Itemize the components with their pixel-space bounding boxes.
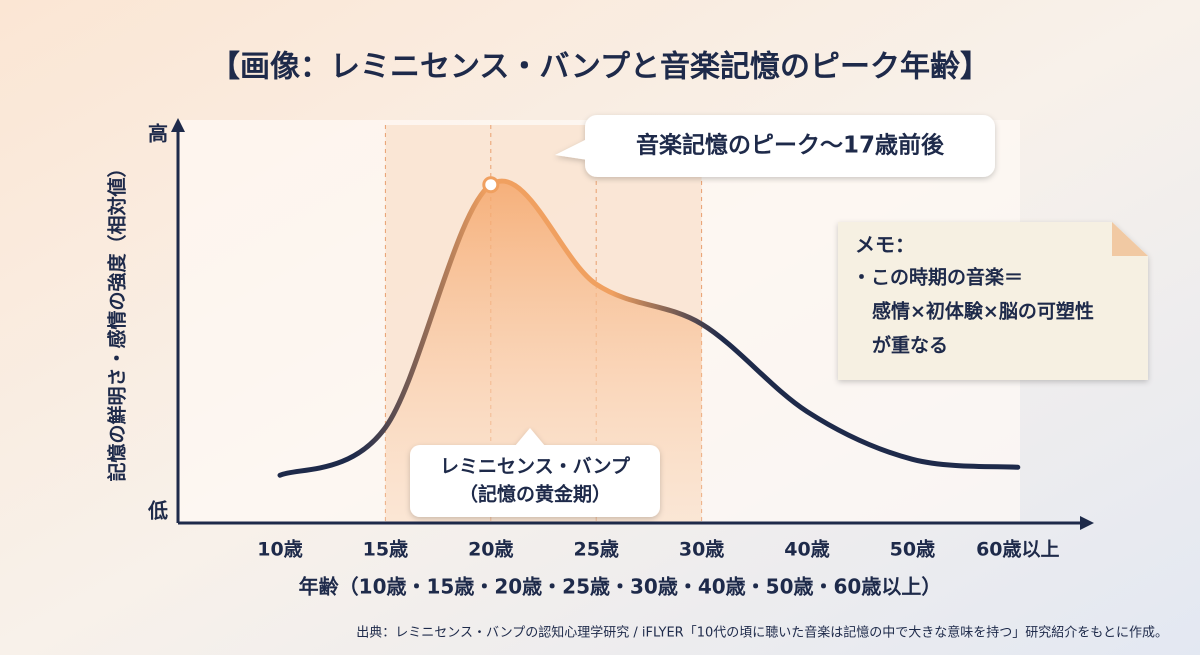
y-arrow [171, 118, 185, 132]
bump-label: （記憶の黄金期） [459, 483, 611, 506]
source: 出典：レミニセンス・バンプの認知心理学研究 / iFLYER「10代の頃に聴いた… [356, 625, 1168, 641]
peak-callout [555, 115, 995, 177]
peak-label: 音楽記憶のピーク〜17歳前後 [636, 132, 945, 159]
curve [277, 178, 1021, 478]
memo-note [838, 222, 1148, 380]
memo-line: 感情×初体験×脳の可塑性 [872, 300, 1094, 323]
memo-line: が重なる [872, 334, 948, 357]
bump-callout [410, 428, 660, 517]
title: 【画像：レミニセンス・バンプと音楽記憶のピーク年齢】 [210, 50, 990, 85]
memo-title: メモ： [855, 233, 915, 257]
y-high-label: 高 [148, 122, 168, 146]
y-low-label: 低 [147, 499, 168, 523]
bump-area [385, 181, 702, 523]
x-tick-label: 50歳 [890, 539, 935, 561]
peak-marker [482, 176, 500, 194]
x-tick-label: 40歳 [784, 539, 829, 561]
y-axis-label: 記憶の鮮明さ・感情の強度（相対値） [106, 158, 129, 481]
x-tick-label: 25歳 [573, 539, 618, 561]
x-tick-label: 60歳以上 [976, 539, 1059, 561]
x-tick-label: 30歳 [679, 539, 724, 561]
x-tick-label: 15歳 [363, 539, 408, 561]
bump-label: レミニセンス・バンプ [440, 455, 631, 478]
x-arrow [1080, 516, 1094, 530]
x-tick-label: 20歳 [468, 539, 513, 561]
memo-line: ・この時期の音楽＝ [852, 266, 1023, 289]
x-axis-label: 年齢（10歳・15歳・20歳・25歳・30歳・40歳・50歳・60歳以上） [299, 575, 942, 599]
x-tick-label: 10歳 [257, 539, 302, 561]
